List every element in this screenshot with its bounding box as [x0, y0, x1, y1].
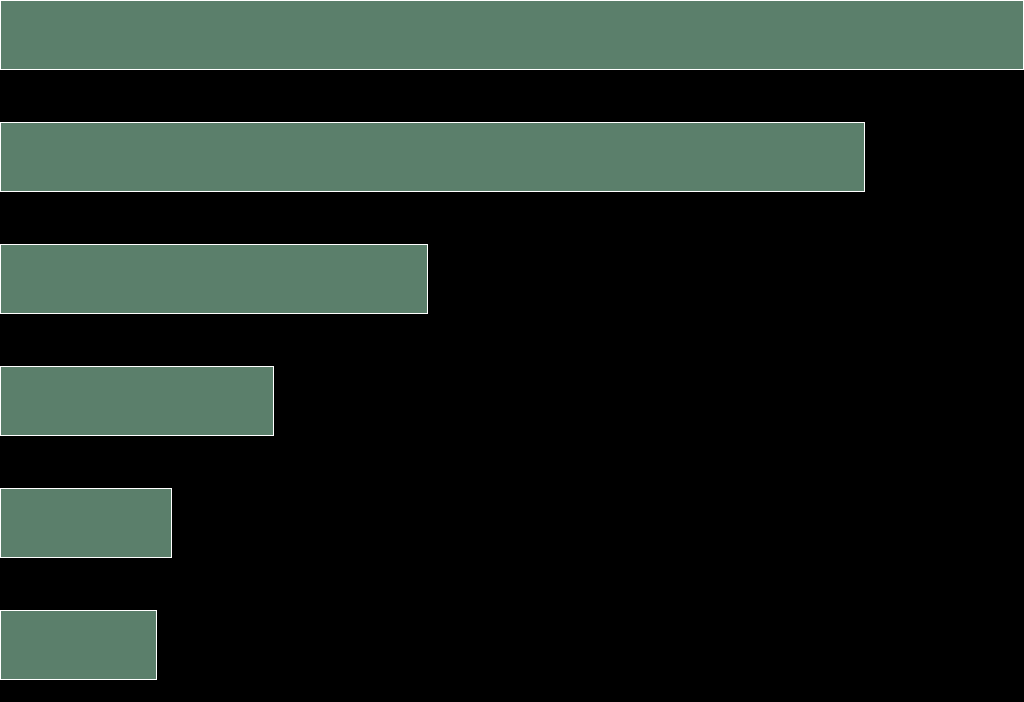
bar-3 [0, 244, 428, 314]
bar-4 [0, 366, 274, 436]
bar-5 [0, 488, 172, 558]
bar-6 [0, 610, 157, 680]
bar-1 [0, 0, 1024, 70]
bar-2 [0, 122, 865, 192]
bar-chart [0, 0, 1024, 702]
